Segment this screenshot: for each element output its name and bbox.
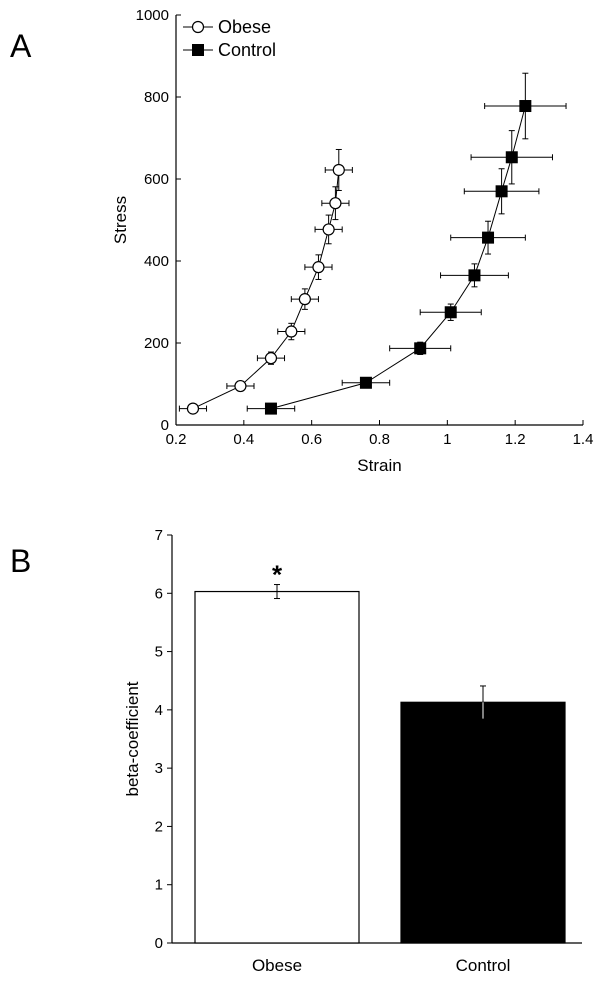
data-point-control [444,306,457,319]
y-tick-label-b: 6 [155,585,163,602]
bar-obese [194,590,360,944]
legend-label-obese: Obese [218,17,271,37]
x-tick-label-a: 0.4 [233,431,254,448]
x-tick-label-a: 0.8 [369,431,390,448]
panel-label-a: A [10,28,32,64]
data-point-control [519,100,532,113]
y-tick-label-a: 0 [161,417,169,434]
data-point-obese [312,261,325,274]
y-axis-title-b: beta-coefficient [123,681,142,796]
x-tick-label-a: 1.4 [573,431,594,448]
x-axis-title-a: Strain [357,456,401,475]
data-point-control [505,151,518,164]
y-tick-label-b: 3 [155,760,163,777]
legend-marker-control [192,44,204,56]
legend-marker-obese [191,20,205,34]
data-point-obese [264,352,278,365]
x-tick-label-a: 1.2 [505,431,526,448]
y-tick-label-b: 7 [155,527,163,544]
category-label-control: Control [456,956,511,975]
panel-label-b: B [10,543,31,579]
data-point-obese [332,163,345,177]
data-point-obese [285,325,298,338]
series-obese [178,148,353,415]
x-tick-label-a: 0.2 [166,431,187,448]
series-line [270,105,526,410]
y-tick-label-a: 200 [144,335,169,352]
bar-control [400,701,566,944]
data-point-obese [322,223,335,236]
series-line [192,169,340,410]
y-tick-label-b: 2 [155,818,163,835]
x-tick-label-a: 0.6 [301,431,322,448]
category-label-obese: Obese [252,956,302,975]
series-control [246,72,567,415]
y-tick-label-b: 1 [155,877,163,894]
y-tick-label-a: 1000 [136,7,169,24]
y-tick-label-a: 800 [144,89,169,106]
data-point-control [414,342,427,355]
y-axis-title-a: Stress [111,196,130,244]
significance-marker: * [272,560,283,590]
y-tick-label-b: 0 [155,935,163,952]
data-point-obese [298,293,311,306]
legend-label-control: Control [218,40,276,60]
data-point-control [264,402,277,415]
data-point-obese [234,379,247,393]
x-tick-label-a: 1 [443,431,451,448]
data-point-control [359,376,372,389]
y-tick-label-b: 4 [155,702,163,719]
data-point-obese [186,402,200,415]
y-tick-label-a: 600 [144,171,169,188]
data-point-control [482,231,495,244]
legend-a [183,20,213,56]
data-point-obese [329,197,342,210]
y-tick-label-a: 400 [144,253,169,270]
data-point-control [495,185,508,198]
y-tick-label-b: 5 [155,644,163,661]
data-point-control [468,269,481,282]
